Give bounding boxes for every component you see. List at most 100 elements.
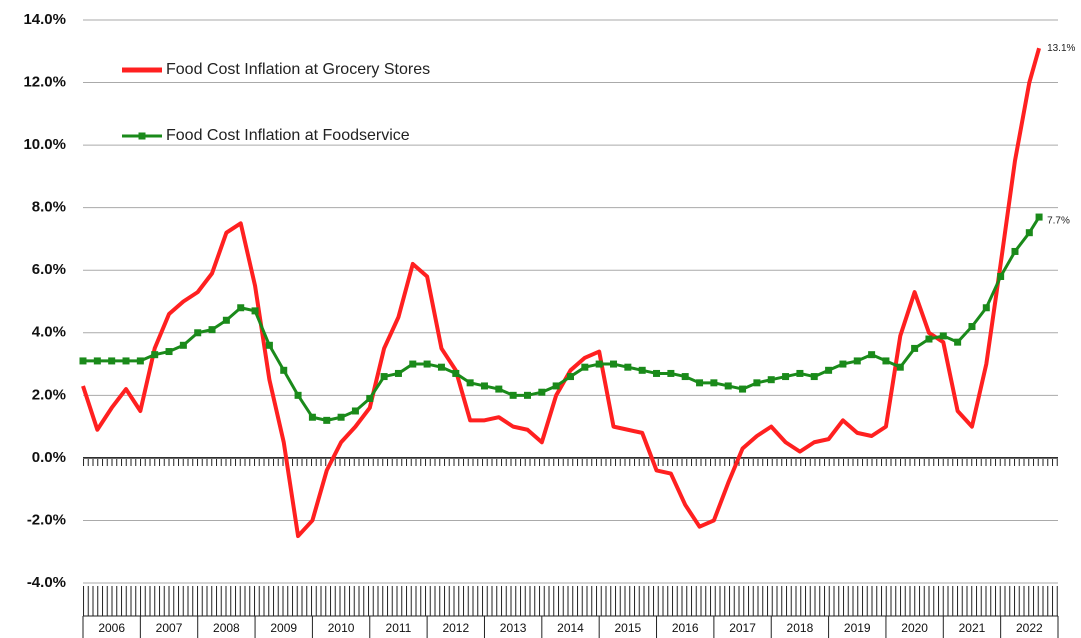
end-label: 13.1% [1047,43,1075,54]
marker [925,335,933,343]
marker [208,326,216,334]
marker [810,373,818,381]
marker [337,413,345,421]
marker [739,385,747,393]
marker [552,382,560,390]
x-tick-label: 2019 [844,621,871,635]
marker [136,357,144,365]
marker [452,369,460,377]
x-tick-label: 2006 [98,621,125,635]
end-label: 7.7% [1047,216,1070,227]
marker [595,360,603,368]
marker [696,379,704,387]
legend-marker [138,132,146,140]
x-tick-label: 2021 [959,621,986,635]
marker [1025,229,1033,237]
marker [939,332,947,340]
marker [237,304,245,312]
marker [538,388,546,396]
x-tick-label: 2013 [500,621,527,635]
x-tick-label: 2020 [901,621,928,635]
marker [853,357,861,365]
marker [480,382,488,390]
marker [839,360,847,368]
y-tick-label: 8.0% [32,199,66,216]
marker [509,391,517,399]
marker [1011,247,1019,255]
marker [423,360,431,368]
y-tick-label: 10.0% [23,136,66,153]
x-tick-label: 2011 [386,621,412,635]
minor-ticks [83,586,1058,616]
marker [882,357,890,365]
marker [280,366,288,374]
marker [982,304,990,312]
marker [437,363,445,371]
marker [610,360,618,368]
marker [667,369,675,377]
marker [1035,213,1043,221]
x-tick-label: 2016 [672,621,699,635]
marker [724,382,732,390]
marker [308,413,316,421]
marker [796,369,804,377]
marker [323,416,331,424]
marker [179,341,187,349]
marker [151,351,159,359]
marker [394,369,402,377]
x-tick-label: 2015 [615,621,642,635]
marker [968,323,976,331]
marker [997,272,1005,280]
marker [523,391,531,399]
marker [108,357,116,365]
x-tick-label: 2009 [270,621,297,635]
marker [954,338,962,346]
marker [624,363,632,371]
minor-ticks [83,459,1058,466]
marker [638,366,646,374]
marker [165,348,173,356]
marker [896,363,904,371]
marker [767,376,775,384]
x-tick-label: 2017 [729,621,756,635]
marker [222,316,230,324]
marker [753,379,761,387]
marker [380,373,388,381]
marker [653,369,661,377]
marker [351,407,359,415]
y-tick-label: -4.0% [27,574,66,591]
marker [466,379,474,387]
y-tick-label: 6.0% [32,261,66,278]
legend-label: Food Cost Inflation at Foodservice [166,127,410,144]
marker [366,394,374,402]
marker [93,357,101,365]
marker [194,329,202,337]
x-tick-label: 2010 [328,621,355,635]
y-tick-label: 4.0% [32,324,66,341]
y-tick-label: 14.0% [23,11,66,28]
marker [122,357,130,365]
x-tick-label: 2018 [787,621,814,635]
y-tick-label: 12.0% [23,74,66,91]
x-tick-label: 2022 [1016,621,1043,635]
marker [868,351,876,359]
marker [495,385,503,393]
marker [265,341,273,349]
legend-label: Food Cost Inflation at Grocery Stores [166,61,430,78]
marker [567,373,574,381]
marker [681,373,689,381]
marker [710,379,718,387]
marker [825,366,833,374]
marker [79,357,87,365]
x-tick-label: 2007 [156,621,183,635]
x-tick-label: 2012 [442,621,469,635]
marker [294,391,302,399]
marker [782,373,790,381]
marker [911,344,919,352]
y-tick-label: 2.0% [32,386,66,403]
marker [409,360,417,368]
x-tick-label: 2008 [213,621,240,635]
marker [581,363,589,371]
x-tick-label: 2014 [557,621,584,635]
